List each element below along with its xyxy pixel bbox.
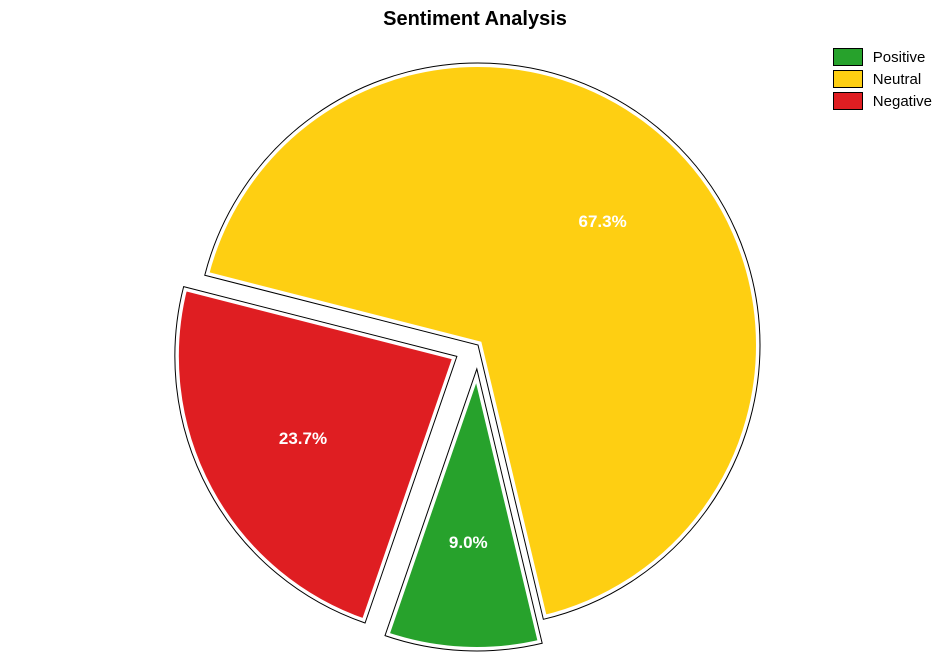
legend-label-positive: Positive [873, 49, 926, 66]
slice-label-neutral: 67.3% [579, 212, 627, 231]
legend-label-negative: Negative [873, 93, 932, 110]
legend: Positive Neutral Negative [833, 48, 932, 114]
legend-item-neutral: Neutral [833, 70, 932, 88]
legend-swatch-negative [833, 92, 863, 110]
legend-item-negative: Negative [833, 92, 932, 110]
legend-swatch-positive [833, 48, 863, 66]
legend-swatch-neutral [833, 70, 863, 88]
slice-label-positive: 9.0% [449, 533, 488, 552]
slice-label-negative: 23.7% [279, 429, 327, 448]
pie-chart: 9.0% 67.3% 23.7% [0, 0, 950, 662]
legend-item-positive: Positive [833, 48, 932, 66]
legend-label-neutral: Neutral [873, 71, 921, 88]
chart-container: Sentiment Analysis 9.0%67.3%23.7% Positi… [0, 0, 950, 662]
